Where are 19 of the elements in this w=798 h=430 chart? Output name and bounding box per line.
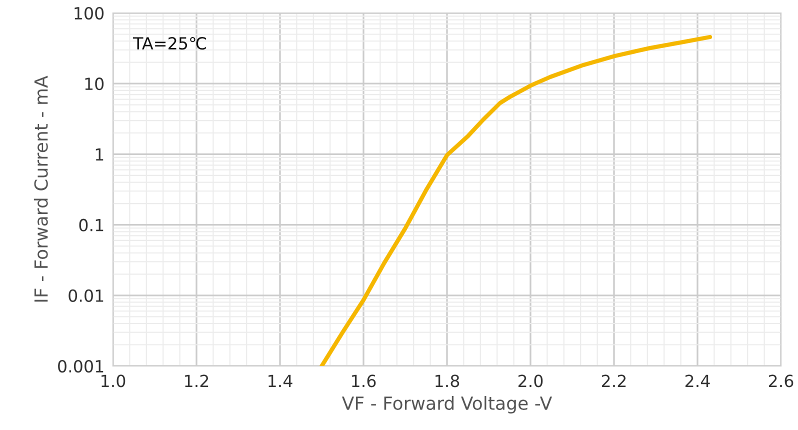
y-tick-label: 0.001 — [58, 360, 104, 373]
y-tick-label: 10 — [85, 78, 104, 90]
x-axis-title: VF - Forward Voltage -V — [342, 396, 552, 414]
x-tick-label: 1.4 — [268, 374, 292, 387]
x-tick-label: 2.2 — [602, 374, 626, 387]
annotation: TA=25℃ — [132, 37, 206, 50]
x-tick-label: 2.0 — [518, 374, 543, 388]
x-tick-label: 1.8 — [436, 374, 460, 388]
y-tick-label: 100 — [74, 6, 104, 20]
x-tick-label: 2.6 — [768, 374, 794, 388]
line-series — [320, 34, 712, 366]
y-tick-label: 0.01 — [68, 289, 104, 302]
y-tick-label: 0.1 — [79, 218, 104, 232]
y-tick-label: 1 — [96, 148, 104, 161]
x-tick-label: 1.6 — [352, 374, 376, 388]
x-tick-label: 1.0 — [102, 374, 126, 388]
x-tick-label: 1.2 — [185, 374, 208, 387]
x-tick-label: 2.4 — [685, 374, 710, 387]
y-axis-title: IF - Forward Current - mA — [34, 76, 48, 302]
